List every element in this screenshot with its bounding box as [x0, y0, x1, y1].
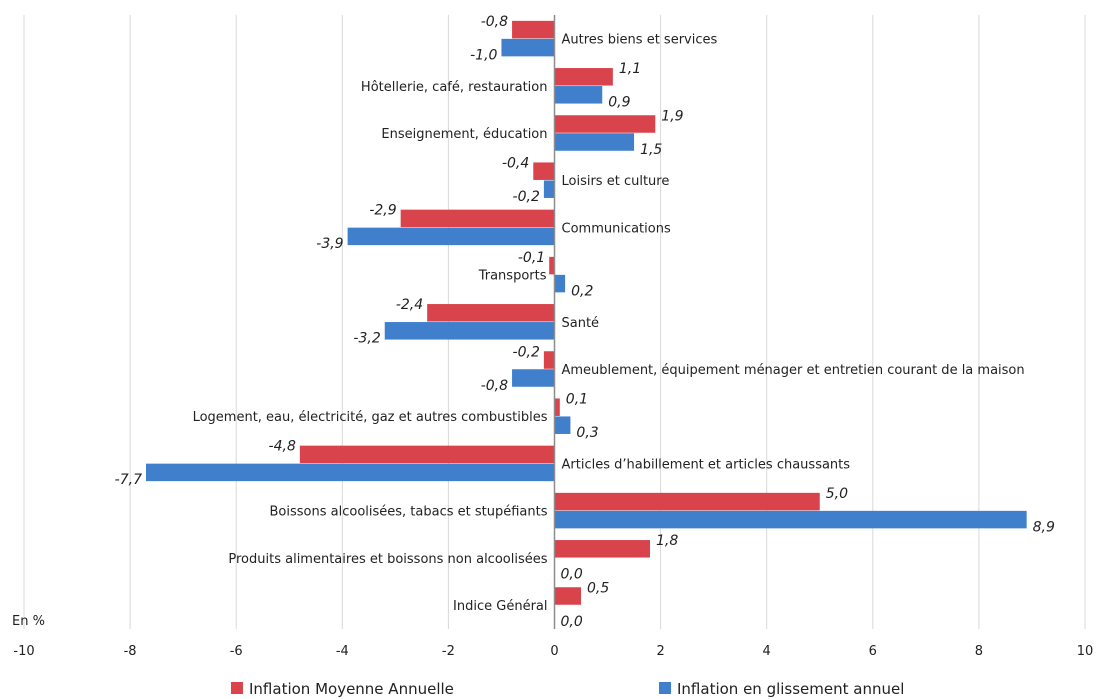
x-tick-label: -6 — [230, 644, 243, 659]
grid — [23, 15, 1086, 629]
data-label: 1,9 — [661, 108, 683, 124]
bar-moyenne — [554, 587, 582, 605]
x-tick-label: -4 — [336, 644, 349, 659]
data-label: -2,9 — [369, 203, 396, 219]
category-label: Communications — [562, 221, 671, 236]
labels: -0,8 -1,0 Autres biens et services 1,1 0,9 Hô… — [115, 14, 1055, 630]
bar-glissement — [146, 463, 555, 482]
data-label: -0,4 — [502, 155, 529, 171]
data-label: -3,2 — [353, 331, 380, 347]
legend-label-moyenne: Inflation Moyenne Annuelle — [249, 680, 454, 698]
data-label: -3,9 — [316, 236, 343, 252]
category-label: Transports — [478, 269, 547, 284]
data-label: 0,0 — [561, 567, 583, 583]
data-label: -4,8 — [269, 439, 296, 455]
x-tick-label: -8 — [124, 644, 137, 659]
legend: Inflation Moyenne Annuelle Inflation en g… — [231, 680, 904, 698]
data-label: 0,0 — [561, 614, 583, 630]
legend-swatch-glissement — [659, 682, 671, 694]
bar-glissement — [384, 322, 555, 340]
bar-glissement — [501, 38, 555, 57]
data-label: -0,1 — [518, 250, 545, 266]
bar-moyenne — [554, 540, 650, 558]
bar-moyenne — [512, 20, 555, 39]
data-label: 1,8 — [656, 533, 678, 549]
bar-glissement — [543, 180, 555, 198]
x-tick-label: 6 — [869, 644, 877, 659]
data-label: 1,1 — [619, 61, 641, 77]
data-label: 0,3 — [576, 425, 598, 441]
bar-glissement — [554, 274, 566, 293]
bars — [146, 20, 1027, 605]
bar-glissement — [554, 510, 1027, 529]
x-tick-label: 10 — [1077, 644, 1094, 659]
data-label: -1,0 — [470, 47, 497, 63]
data-label: 0,5 — [587, 580, 609, 596]
unit-label: En % — [12, 614, 45, 629]
data-label: -0,8 — [481, 378, 508, 394]
data-label: 1,5 — [640, 142, 662, 158]
category-label: Loisirs et culture — [562, 174, 670, 189]
bar-moyenne — [554, 68, 613, 86]
data-label: -0,8 — [481, 14, 508, 30]
bar-moyenne — [400, 209, 555, 228]
x-tick-label: 4 — [763, 644, 771, 659]
category-label: Santé — [562, 316, 600, 331]
x-tick-label: 2 — [656, 644, 664, 659]
category-label: Hôtellerie, café, restauration — [361, 80, 548, 95]
axis: -10 -8 -6 -4 -2 0 2 4 6 8 10 — [13, 15, 1093, 659]
category-label: Autres biens et services — [562, 33, 718, 48]
data-label: -2,4 — [396, 297, 423, 313]
category-label: Boissons alcoolisées, tabacs et stupéfia… — [270, 505, 548, 520]
data-label: 0,2 — [571, 283, 593, 299]
bar-moyenne — [427, 304, 555, 322]
data-label: 0,1 — [566, 391, 588, 407]
category-label: Ameublement, équipement ménager et entre… — [562, 363, 1025, 378]
bar-glissement — [347, 227, 555, 246]
bar-moyenne — [554, 492, 820, 511]
category-label: Produits alimentaires et boissons non al… — [228, 552, 547, 567]
data-label: 0,9 — [608, 95, 630, 111]
data-label: -7,7 — [115, 472, 142, 488]
x-tick-label: 0 — [550, 644, 558, 659]
bar-moyenne — [549, 256, 555, 275]
x-tick-label: -10 — [13, 644, 34, 659]
data-label: 8,9 — [1033, 519, 1055, 535]
category-label: Enseignement, éducation — [381, 127, 547, 142]
category-label: Indice Général — [453, 599, 547, 614]
data-label: -0,2 — [513, 189, 540, 205]
category-label: Articles d’habillement et articles chaus… — [562, 457, 851, 472]
legend-label-glissement: Inflation en glissement annuel — [677, 680, 904, 698]
bar-glissement — [554, 133, 635, 151]
bar-glissement — [554, 86, 603, 104]
bar-glissement — [512, 369, 555, 387]
data-label: -0,2 — [513, 344, 540, 360]
x-tick-label: -2 — [442, 644, 455, 659]
legend-swatch-moyenne — [231, 682, 243, 694]
bar-moyenne — [543, 351, 555, 369]
bar-moyenne — [533, 162, 555, 180]
data-label: 5,0 — [826, 486, 848, 502]
x-tick-label: 8 — [975, 644, 983, 659]
bar-moyenne — [554, 398, 560, 416]
bar-moyenne — [554, 115, 656, 133]
bar-moyenne — [299, 445, 555, 464]
bar-glissement — [554, 416, 571, 434]
category-label: Logement, eau, électricité, gaz et autre… — [193, 410, 548, 425]
